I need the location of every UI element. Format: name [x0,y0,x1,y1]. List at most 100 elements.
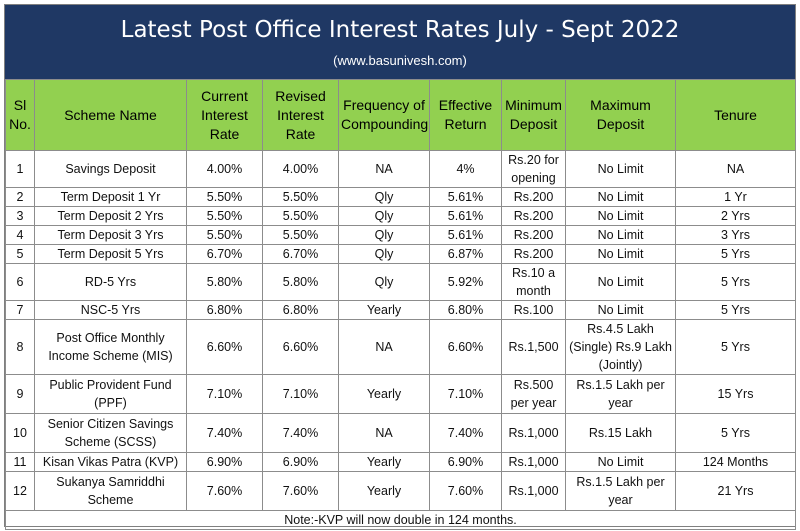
cell-scheme-name: Term Deposit 1 Yr [34,187,187,207]
cell-minimum-deposit: Rs.200 [501,225,566,245]
cell-maximum-deposit: No Limit [565,452,676,472]
cell-minimum-deposit: Rs.1,000 [501,413,566,453]
cell-scheme-name: Kisan Vikas Patra (KVP) [34,452,187,472]
cell-scheme-name: Term Deposit 3 Yrs [34,225,187,245]
table-row: 10 Senior Citizen Savings Scheme (SCSS) … [5,413,796,453]
cell-tenure: 5 Yrs [675,263,796,301]
cell-maximum-deposit: Rs.15 Lakh [565,413,676,453]
footnote: Note:-KVP will now double in 124 months. [5,510,796,530]
cell-current-rate: 5.50% [186,187,263,207]
cell-effective-return: 6.90% [429,452,502,472]
header-maximum-deposit: Maximum Deposit [565,79,676,151]
title-banner: Latest Post Office Interest Rates July -… [5,5,795,79]
cell-minimum-deposit: Rs.200 [501,244,566,264]
cell-maximum-deposit: No Limit [565,244,676,264]
cell-compounding: Qly [338,225,430,245]
cell-tenure: 124 Months [675,452,796,472]
page-title: Latest Post Office Interest Rates July -… [120,17,680,43]
cell-sl-no: 4 [5,225,35,245]
cell-tenure: 15 Yrs [675,374,796,414]
cell-scheme-name: NSC-5 Yrs [34,300,187,320]
cell-tenure: 21 Yrs [675,471,796,511]
cell-tenure: 1 Yr [675,187,796,207]
cell-maximum-deposit: No Limit [565,187,676,207]
table-row: 2 Term Deposit 1 Yr 5.50% 5.50% Qly 5.61… [5,187,796,207]
cell-effective-return: 6.87% [429,244,502,264]
cell-tenure: NA [675,150,796,188]
cell-current-rate: 6.80% [186,300,263,320]
header-minimum-deposit: Minimum Deposit [501,79,566,151]
cell-effective-return: 7.60% [429,471,502,511]
cell-minimum-deposit: Rs.1,500 [501,319,566,375]
cell-current-rate: 7.60% [186,471,263,511]
cell-revised-rate: 6.90% [262,452,339,472]
header-tenure: Tenure [675,79,796,151]
cell-compounding: NA [338,319,430,375]
table-row: 3 Term Deposit 2 Yrs 5.50% 5.50% Qly 5.6… [5,206,796,226]
cell-current-rate: 5.50% [186,225,263,245]
cell-revised-rate: 6.70% [262,244,339,264]
table-header-row: Sl No. Scheme Name Current Interest Rate… [5,79,796,151]
cell-effective-return: 7.40% [429,413,502,453]
cell-tenure: 5 Yrs [675,300,796,320]
cell-minimum-deposit: Rs.1,000 [501,452,566,472]
table-row: 9 Public Provident Fund (PPF) 7.10% 7.10… [5,374,796,414]
cell-scheme-name: Term Deposit 2 Yrs [34,206,187,226]
rates-document: Latest Post Office Interest Rates July -… [4,4,796,530]
cell-revised-rate: 5.80% [262,263,339,301]
cell-minimum-deposit: Rs.200 [501,187,566,207]
cell-current-rate: 6.70% [186,244,263,264]
cell-effective-return: 5.61% [429,225,502,245]
cell-compounding: Yearly [338,452,430,472]
cell-current-rate: 7.10% [186,374,263,414]
cell-effective-return: 7.10% [429,374,502,414]
header-compounding: Frequency of Compounding [338,79,430,151]
cell-tenure: 3 Yrs [675,225,796,245]
header-sl-no: Sl No. [5,79,35,151]
cell-revised-rate: 7.10% [262,374,339,414]
header-scheme-name: Scheme Name [34,79,187,151]
cell-effective-return: 5.61% [429,206,502,226]
cell-current-rate: 7.40% [186,413,263,453]
cell-current-rate: 4.00% [186,150,263,188]
cell-sl-no: 2 [5,187,35,207]
table-row: 7 NSC-5 Yrs 6.80% 6.80% Yearly 6.80% Rs.… [5,300,796,320]
cell-revised-rate: 4.00% [262,150,339,188]
cell-maximum-deposit: No Limit [565,263,676,301]
cell-minimum-deposit: Rs.1,000 [501,471,566,511]
table-row: 12 Sukanya Samriddhi Scheme 7.60% 7.60% … [5,471,796,511]
cell-maximum-deposit: No Limit [565,150,676,188]
cell-current-rate: 6.60% [186,319,263,375]
cell-compounding: Qly [338,187,430,207]
table-row: 6 RD-5 Yrs 5.80% 5.80% Qly 5.92% Rs.10 a… [5,263,796,301]
cell-maximum-deposit: No Limit [565,300,676,320]
cell-compounding: Yearly [338,374,430,414]
table-row: 5 Term Deposit 5 Yrs 6.70% 6.70% Qly 6.8… [5,244,796,264]
cell-compounding: Qly [338,244,430,264]
cell-maximum-deposit: No Limit [565,206,676,226]
cell-maximum-deposit: Rs.1.5 Lakh per year [565,471,676,511]
cell-minimum-deposit: Rs.200 [501,206,566,226]
cell-scheme-name: RD-5 Yrs [34,263,187,301]
cell-compounding: NA [338,150,430,188]
cell-revised-rate: 6.80% [262,300,339,320]
table-row: 11 Kisan Vikas Patra (KVP) 6.90% 6.90% Y… [5,452,796,472]
cell-compounding: Yearly [338,300,430,320]
cell-effective-return: 5.92% [429,263,502,301]
cell-sl-no: 11 [5,452,35,472]
cell-sl-no: 3 [5,206,35,226]
cell-sl-no: 10 [5,413,35,453]
note-row: Note:-KVP will now double in 124 months. [5,510,796,530]
cell-tenure: 5 Yrs [675,244,796,264]
cell-maximum-deposit: No Limit [565,225,676,245]
cell-sl-no: 12 [5,471,35,511]
cell-scheme-name: Term Deposit 5 Yrs [34,244,187,264]
cell-compounding: NA [338,413,430,453]
cell-compounding: Yearly [338,471,430,511]
cell-scheme-name: Savings Deposit [34,150,187,188]
cell-revised-rate: 5.50% [262,187,339,207]
table-row: 1 Savings Deposit 4.00% 4.00% NA 4% Rs.2… [5,150,796,188]
cell-minimum-deposit: Rs.20 for opening [501,150,566,188]
header-current-rate: Current Interest Rate [186,79,263,151]
cell-scheme-name: Post Office Monthly Income Scheme (MIS) [34,319,187,375]
